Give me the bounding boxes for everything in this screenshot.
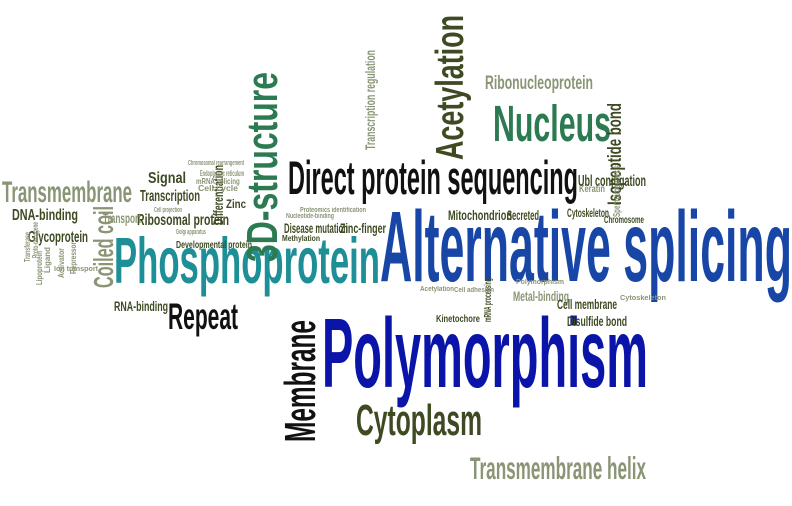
word-mrna-splicing: mRNA splicing [196,177,240,186]
word-disulfide-bond: Disulfide bond [567,314,628,329]
word-cytoskeleton: Cytoskeleton [620,295,667,302]
word-ubl-conjugation: Ubl conjugation [578,173,647,190]
word-transport: Transport [103,211,142,226]
word-keratin: Keratin [579,184,606,195]
word-transferase: Transferase [23,231,32,262]
word-metal-binding: Metal-binding [513,289,570,304]
word-lipoprotein: Lipoprotein [35,250,44,285]
word-nucleotide-binding: Nucleotide-binding [286,213,335,220]
word-disease-mutation: Disease mutation [284,221,349,236]
word-proteomics-identification: Proteomics identification [300,207,367,214]
word-polymorphism: Polymorphism [322,298,649,408]
word-spermatogenesis: Spermatogenesis [612,164,623,217]
word-transmembrane-helix: Transmembrane helix [470,451,647,486]
word-nucleus: Nucleus [493,95,612,152]
word-developmental-protein: Developmental protein [176,240,253,251]
word-repeat: Repeat [168,295,239,337]
word-dna-binding: DNA-binding [12,207,79,224]
word-ribosomal-protein: Ribosomal protein [137,212,230,229]
word-cytoplasm: Cytoplasm [356,397,483,445]
word-glycoprotein: Glycoprotein [28,229,89,246]
word-endoplasmic-reticulum: Endoplasmic reticulum [200,169,245,178]
word-ligand: Ligand [43,246,52,273]
word-transcription-regulation: Transcription regulation [363,49,378,150]
word-golgi-apparatus: Golgi apparatus [176,229,207,236]
word-kinetochore: Kinetochore [436,314,481,325]
word-membrane: Membrane [277,319,325,442]
word-cytoskeleton: Cytoskeleton [567,207,610,220]
word-zinc: Zinc [226,198,247,211]
word-rna-binding: RNA-binding [114,299,169,314]
word-methylation: Methylation [282,234,321,243]
word-transcription: Transcription [140,188,201,205]
word-chromosomal-rearrangement: Chromosomal rearrangement [188,160,245,167]
word-mrna-processing: mRNA processing [483,278,494,322]
word-direct-protein-sequencing: Direct protein sequencing [288,151,579,204]
word-phosphoprotein: Phosphoprotein [114,224,381,297]
word-acetylation: Acetylation [429,14,472,161]
word-ion-transport: Ion transport [54,266,99,273]
word-acetylation: Acetylation [420,286,455,293]
word-cell-cycle: Cell cycle [198,184,239,193]
word-alternative-splicing: Alternative splicing [380,192,792,303]
word-transmembrane: Transmembrane [2,176,133,209]
word-3d-structure: 3D-structure [239,71,287,262]
word-zinc-finger: Zinc-finger [340,221,387,236]
word-secreted: Secreted [507,208,540,223]
word-cell-projection: Cell projection [154,207,183,214]
word-mitochondrion: Mitochondrion [448,208,513,223]
word-polymorphism: Polymorphism [516,279,565,286]
word-signal: Signal [148,170,187,187]
word-cell-membrane: Cell membrane [557,297,618,312]
word-ribonucleoprotein: Ribonucleoprotein [485,72,594,94]
word-cell-adhesion: Cell adhesion [454,287,495,294]
word-chromosome: Chromosome [604,215,645,226]
